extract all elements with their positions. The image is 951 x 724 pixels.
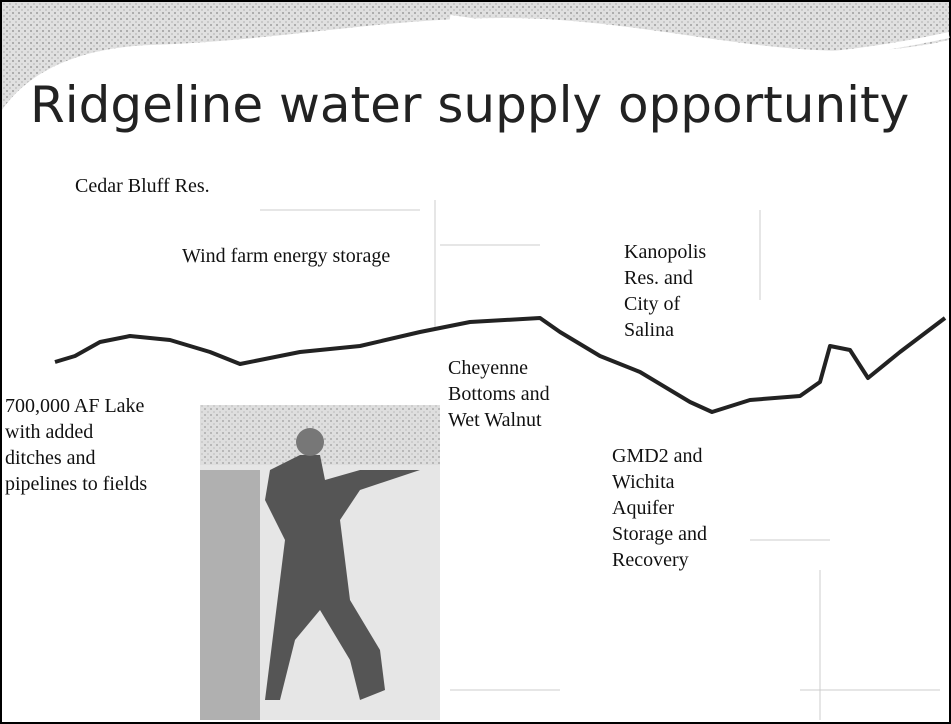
label: Cedar Bluff Res. [75,175,210,197]
label: GMD2 and Wichita Aquifer Storage and Rec… [612,445,712,571]
slide-title: Ridgeline water supply opportunity [30,76,909,134]
label: 700,000 AF Lake with added ditches and p… [5,395,149,495]
photo [200,405,440,720]
map-background [260,200,940,720]
label: Wind farm energy storage [182,245,390,267]
label: Cheyenne Bottoms and Wet Walnut [448,357,555,431]
label: Kanopolis Res. and City of Salina [624,241,711,341]
header-swoosh [449,15,950,62]
header-wave [2,2,949,110]
ridgeline [54,316,947,414]
